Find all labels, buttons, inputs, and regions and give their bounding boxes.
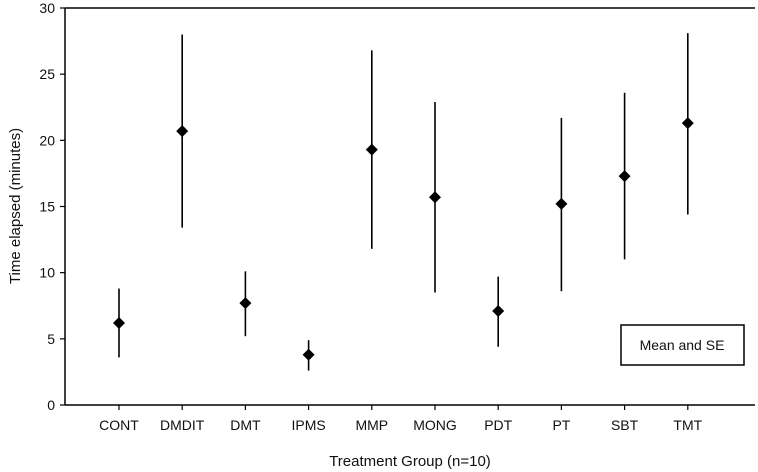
legend: Mean and SE (620, 324, 745, 366)
mean-point (302, 348, 315, 361)
y-tick-label: 0 (47, 397, 55, 413)
y-tick-label: 15 (39, 199, 55, 215)
x-tick-label: DMT (230, 417, 261, 433)
legend-label: Mean and SE (640, 337, 725, 353)
x-tick-label: PDT (484, 417, 512, 433)
y-axis-label: Time elapsed (minutes) (7, 128, 24, 284)
x-ticks: CONT DMDIT DMT IPMS MMP MONG PDT PT SBT TMT (99, 405, 703, 433)
x-tick-label: MONG (413, 417, 457, 433)
mean-point (365, 143, 378, 156)
x-tick-label: CONT (99, 417, 139, 433)
mean-point (429, 191, 441, 204)
x-tick-label: SBT (611, 417, 639, 433)
legend-box (620, 324, 745, 366)
mean-point (618, 170, 631, 183)
y-tick-label: 10 (39, 265, 55, 281)
mean-point (681, 117, 694, 130)
mean-point (113, 316, 125, 329)
y-ticks: 0 5 10 15 20 25 30 (39, 0, 65, 413)
mean-point (239, 297, 252, 310)
x-tick-label: MMP (355, 417, 388, 433)
y-tick-label: 25 (39, 66, 55, 82)
y-tick-label: 30 (39, 0, 55, 16)
x-tick-label: PT (552, 417, 570, 433)
x-tick-label: DMDIT (160, 417, 205, 433)
mean-point (176, 125, 189, 138)
data-marks (113, 33, 694, 371)
x-axis-label: Treatment Group (n=10) (329, 453, 491, 470)
x-tick-label: TMT (673, 417, 702, 433)
y-tick-label: 5 (47, 331, 55, 347)
x-tick-label: IPMS (291, 417, 325, 433)
y-tick-label: 20 (39, 132, 55, 148)
mean-point (555, 197, 568, 210)
mean-point (492, 305, 505, 318)
